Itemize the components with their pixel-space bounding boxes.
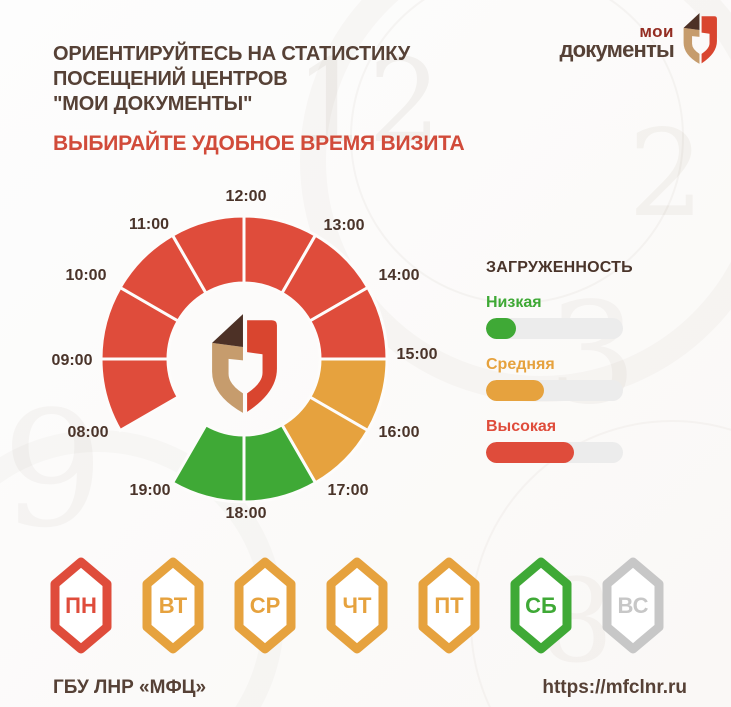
hour-label-18-00: 18:00 xyxy=(225,505,267,522)
my-documents-shield-icon xyxy=(683,13,717,64)
hexagon-outline-icon xyxy=(418,557,480,654)
legend-bar-track xyxy=(486,442,623,463)
weekday-hex-5: ПТ xyxy=(418,557,480,654)
weekday-hex-1: ПН xyxy=(50,557,112,654)
hexagon-outline-icon xyxy=(234,557,296,654)
hour-label-19-00: 19:00 xyxy=(129,482,171,499)
hour-label-16-00: 16:00 xyxy=(378,424,420,441)
hexagon-outline-icon xyxy=(326,557,388,654)
donut-segment-08:00 xyxy=(100,357,181,433)
my-documents-shield-icon xyxy=(212,314,277,413)
page-title: ОРИЕНТИРУЙТЕСЬ НА СТАТИСТИКУ ПОСЕЩЕНИЙ Ц… xyxy=(53,42,410,117)
weekday-hex-2: ВТ xyxy=(142,557,204,654)
watermark-numeral: 9 xyxy=(2,376,104,563)
weekday-label: ПТ xyxy=(434,592,464,618)
hour-label-14-00: 14:00 xyxy=(378,267,420,284)
hour-label-15-00: 15:00 xyxy=(396,346,438,363)
weekday-label: ПН xyxy=(65,592,97,618)
hexagon-outline-icon xyxy=(602,557,664,654)
load-legend: ЗАГРУЖЕННОСТЬ Низкая Средняя Высокая xyxy=(486,259,656,463)
weekday-label: СБ xyxy=(525,592,557,618)
donut-segment-18:00 xyxy=(170,422,246,503)
legend-item-medium: Средняя xyxy=(486,356,656,401)
hour-label-12-00: 12:00 xyxy=(225,188,267,205)
brand-word-dokumenty: документы xyxy=(559,37,674,62)
hexagon-outline-icon xyxy=(510,557,572,654)
legend-item-low: Низкая xyxy=(486,294,656,339)
title-line-2: ПОСЕЩЕНИЙ ЦЕНТРОВ xyxy=(53,68,288,90)
hexagon-outline-icon xyxy=(50,557,112,654)
weekday-row: ПН ВТ СР ЧТ ПТ СБ ВС xyxy=(50,557,664,654)
hexagon-outline-icon xyxy=(142,557,204,654)
weekday-hex-3: СР xyxy=(234,557,296,654)
legend-bar-track xyxy=(486,318,623,339)
legend-bar-fill-medium xyxy=(486,380,544,401)
hour-label-10-00: 10:00 xyxy=(65,267,107,284)
title-line-1: ОРИЕНТИРУЙТЕСЬ НА СТАТИСТИКУ xyxy=(53,43,410,65)
hour-label-17-00: 17:00 xyxy=(327,482,369,499)
footer-url[interactable]: https://mfclnr.ru xyxy=(542,677,687,698)
legend-bar-fill-high xyxy=(486,442,574,463)
brand-wordmark: мои документы xyxy=(559,12,674,61)
visit-load-donut-chart xyxy=(100,215,388,503)
hour-label-11-00: 11:00 xyxy=(128,216,170,233)
weekday-label: ВС xyxy=(617,592,649,618)
legend-bar-fill-low xyxy=(486,318,517,339)
legend-label-high: Высокая xyxy=(486,418,557,435)
legend-label-medium: Средняя xyxy=(486,356,555,373)
subtitle: ВЫБИРАЙТЕ УДОБНОЕ ВРЕМЯ ВИЗИТА xyxy=(53,132,465,155)
legend-item-high: Высокая xyxy=(486,418,656,463)
legend-title: ЗАГРУЖЕННОСТЬ xyxy=(486,259,633,276)
weekday-hex-7: ВС xyxy=(602,557,664,654)
weekday-hex-4: ЧТ xyxy=(326,557,388,654)
legend-label-low: Низкая xyxy=(486,294,542,311)
hour-label-08-00: 08:00 xyxy=(67,424,109,441)
footer-org: ГБУ ЛНР «МФЦ» xyxy=(53,677,207,698)
weekday-hex-6: СБ xyxy=(510,557,572,654)
legend-bar-track xyxy=(486,380,623,401)
brand-word-moi: мои xyxy=(639,22,674,41)
weekday-label: СР xyxy=(249,592,281,618)
weekday-label: ВТ xyxy=(158,592,188,618)
title-line-3: "МОИ ДОКУМЕНТЫ" xyxy=(53,93,253,115)
brand-logo: мои документы xyxy=(559,12,718,65)
watermark-numeral: 2 xyxy=(628,105,705,244)
hour-label-13-00: 13:00 xyxy=(323,217,365,234)
weekday-label: ЧТ xyxy=(342,592,372,618)
hour-label-09-00: 09:00 xyxy=(51,352,93,369)
